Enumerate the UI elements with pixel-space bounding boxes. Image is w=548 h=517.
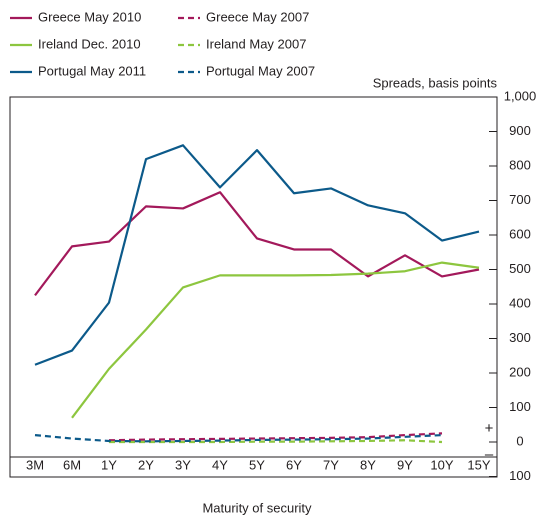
legend-label: Portugal May 2007 xyxy=(206,63,315,78)
x-tick-label: 8Y xyxy=(360,457,376,472)
series-line xyxy=(108,432,443,442)
x-tick-label: 3Y xyxy=(175,457,191,472)
series-line xyxy=(34,191,480,297)
y-tick-label: 500 xyxy=(509,261,531,276)
plot-frame xyxy=(9,96,498,478)
y-tick-label: 800 xyxy=(509,157,531,172)
x-tick-label: 7Y xyxy=(323,457,339,472)
legend-label: Greece May 2007 xyxy=(206,9,309,24)
x-tick-label: 5Y xyxy=(249,457,265,472)
y-axis-label: Spreads, basis points xyxy=(373,75,498,90)
y-tick-label: 700 xyxy=(509,192,531,207)
x-tick-label: 4Y xyxy=(212,457,228,472)
x-tick-label: 3M xyxy=(26,457,44,472)
series-line xyxy=(109,439,443,444)
x-tick-label: 9Y xyxy=(397,457,413,472)
y-tick-label: 1,000 xyxy=(504,88,537,103)
series-line xyxy=(71,261,480,419)
y-tick-label: 200 xyxy=(509,364,531,379)
annotation: – xyxy=(485,446,494,463)
x-tick-label: 1Y xyxy=(101,457,117,472)
x-tick-label: 6M xyxy=(63,457,81,472)
series-line xyxy=(34,434,443,443)
y-tick-label: 0 xyxy=(516,433,523,448)
series-line xyxy=(34,144,480,366)
x-tick-label: 10Y xyxy=(430,457,453,472)
annotation: + xyxy=(485,420,494,437)
x-tick-label: 15Y xyxy=(467,457,490,472)
x-tick-label: 2Y xyxy=(138,457,154,472)
y-tick-label: 600 xyxy=(509,226,531,241)
legend-label: Ireland Dec. 2010 xyxy=(38,36,141,51)
y-tick-label: 100 xyxy=(509,468,531,483)
y-tick-label: 300 xyxy=(509,330,531,345)
y-tick-label: 100 xyxy=(509,399,531,414)
x-tick-label: 6Y xyxy=(286,457,302,472)
y-tick-label: 900 xyxy=(509,123,531,138)
y-tick-label: 400 xyxy=(509,295,531,310)
legend-label: Ireland May 2007 xyxy=(206,36,306,51)
legend-label: Portugal May 2011 xyxy=(38,63,146,78)
legend-label: Greece May 2010 xyxy=(38,9,141,24)
x-axis-label: Maturity of security xyxy=(202,500,312,515)
